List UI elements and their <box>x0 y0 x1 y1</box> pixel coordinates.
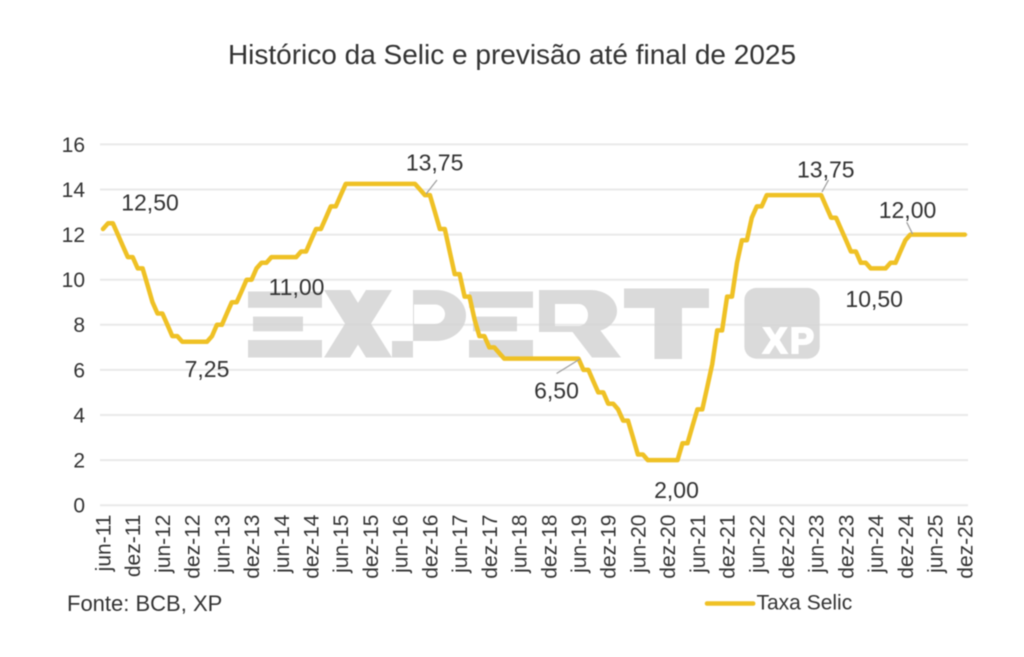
svg-text:dez-22: dez-22 <box>776 515 799 579</box>
svg-text:dez-12: dez-12 <box>182 515 205 579</box>
svg-text:dez-19: dez-19 <box>598 515 621 579</box>
svg-text:jun-12: jun-12 <box>152 515 175 574</box>
svg-text:8: 8 <box>73 314 85 337</box>
svg-text:0: 0 <box>73 495 85 518</box>
svg-text:dez-11: dez-11 <box>122 515 145 578</box>
svg-text:jun-14: jun-14 <box>271 514 294 574</box>
svg-text:Fonte: BCB, XP: Fonte: BCB, XP <box>67 591 222 616</box>
svg-text:dez-25: dez-25 <box>954 515 977 579</box>
svg-text:jun-13: jun-13 <box>211 515 234 574</box>
svg-text:7,25: 7,25 <box>185 356 230 382</box>
svg-text:4: 4 <box>73 404 85 427</box>
svg-text:2,00: 2,00 <box>654 477 699 503</box>
svg-text:jun-15: jun-15 <box>330 515 353 574</box>
svg-text:13,75: 13,75 <box>406 150 464 176</box>
svg-text:6: 6 <box>73 359 85 382</box>
svg-text:jun-22: jun-22 <box>746 515 769 574</box>
svg-text:jun-23: jun-23 <box>806 515 829 574</box>
svg-text:12,50: 12,50 <box>121 190 179 216</box>
svg-text:jun-16: jun-16 <box>390 515 413 574</box>
svg-text:dez-13: dez-13 <box>241 515 264 579</box>
svg-text:jun-18: jun-18 <box>509 515 532 574</box>
svg-text:12: 12 <box>62 224 85 247</box>
svg-text:Histórico da Selic e previsão: Histórico da Selic e previsão até final … <box>228 39 796 70</box>
svg-text:dez-15: dez-15 <box>360 515 383 579</box>
svg-text:dez-24: dez-24 <box>895 514 918 579</box>
svg-text:dez-14: dez-14 <box>301 514 324 579</box>
svg-text:jun-21: jun-21 <box>687 515 710 574</box>
svg-text:6,50: 6,50 <box>534 378 579 404</box>
svg-text:13,75: 13,75 <box>797 157 855 183</box>
svg-text:11,00: 11,00 <box>269 274 325 300</box>
svg-text:jun-11: jun-11 <box>93 515 116 573</box>
svg-text:XP: XP <box>763 320 817 361</box>
svg-text:Taxa Selic: Taxa Selic <box>757 592 853 615</box>
svg-text:10: 10 <box>62 269 85 292</box>
svg-text:12,00: 12,00 <box>879 197 937 223</box>
svg-text:dez-17: dez-17 <box>479 515 502 579</box>
svg-text:jun-17: jun-17 <box>449 515 472 574</box>
svg-text:jun-25: jun-25 <box>925 515 948 574</box>
svg-text:2: 2 <box>73 450 85 473</box>
svg-text:dez-21: dez-21 <box>717 515 740 579</box>
svg-text:jun-19: jun-19 <box>568 515 591 574</box>
svg-text:dez-18: dez-18 <box>538 515 561 579</box>
svg-text:dez-16: dez-16 <box>419 515 442 579</box>
svg-text:jun-24: jun-24 <box>865 514 888 574</box>
svg-text:dez-20: dez-20 <box>657 515 680 579</box>
svg-text:16: 16 <box>62 134 85 157</box>
svg-text:10,50: 10,50 <box>845 286 903 312</box>
svg-text:jun-20: jun-20 <box>627 515 650 574</box>
svg-text:dez-23: dez-23 <box>836 515 859 579</box>
svg-text:14: 14 <box>62 179 86 202</box>
